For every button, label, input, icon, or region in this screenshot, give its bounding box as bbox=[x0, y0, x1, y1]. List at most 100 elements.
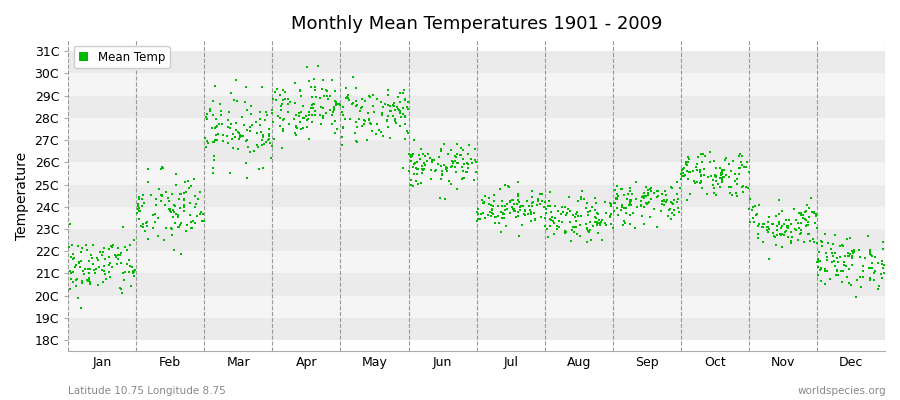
Mean Temp bbox=[116, 270, 130, 276]
Mean Temp bbox=[842, 251, 857, 258]
Mean Temp bbox=[674, 173, 688, 179]
Mean Temp bbox=[877, 270, 891, 276]
Mean Temp bbox=[665, 201, 680, 208]
Mean Temp bbox=[809, 225, 824, 231]
Mean Temp bbox=[862, 251, 877, 258]
Mean Temp bbox=[828, 272, 842, 278]
Mean Temp bbox=[239, 160, 254, 166]
Mean Temp bbox=[708, 172, 723, 178]
Mean Temp bbox=[447, 153, 462, 159]
Mean Temp bbox=[434, 163, 448, 169]
Mean Temp bbox=[742, 169, 756, 175]
Mean Temp bbox=[677, 173, 691, 179]
Mean Temp bbox=[726, 158, 741, 164]
Mean Temp bbox=[474, 196, 489, 203]
Mean Temp bbox=[135, 196, 149, 202]
Mean Temp bbox=[112, 252, 127, 258]
Mean Temp bbox=[788, 227, 803, 233]
Mean Temp bbox=[113, 250, 128, 256]
Mean Temp bbox=[104, 264, 119, 270]
Mean Temp bbox=[94, 249, 108, 255]
Mean Temp bbox=[110, 261, 124, 268]
Mean Temp bbox=[472, 216, 487, 222]
Mean Temp bbox=[865, 265, 879, 272]
Mean Temp bbox=[187, 220, 202, 226]
Mean Temp bbox=[159, 224, 174, 231]
Mean Temp bbox=[245, 122, 259, 128]
Mean Temp bbox=[808, 210, 823, 217]
Mean Temp bbox=[817, 280, 832, 287]
Mean Temp bbox=[693, 168, 707, 175]
Mean Temp bbox=[75, 245, 89, 251]
Mean Temp bbox=[643, 214, 657, 220]
Mean Temp bbox=[127, 237, 141, 243]
Mean Temp bbox=[381, 102, 395, 108]
Mean Temp bbox=[400, 99, 415, 105]
Mean Temp bbox=[230, 128, 245, 135]
Mean Temp bbox=[243, 128, 257, 134]
Mean Temp bbox=[722, 184, 736, 190]
Mean Temp bbox=[783, 238, 797, 244]
Mean Temp bbox=[497, 214, 511, 221]
Mean Temp bbox=[870, 260, 885, 266]
Mean Temp bbox=[818, 268, 832, 274]
Mean Temp bbox=[340, 92, 355, 98]
Mean Temp bbox=[836, 243, 850, 249]
Mean Temp bbox=[367, 109, 382, 116]
Mean Temp bbox=[676, 166, 690, 172]
Mean Temp bbox=[191, 196, 205, 202]
Mean Temp bbox=[798, 209, 813, 215]
Mean Temp bbox=[336, 112, 350, 119]
Mean Temp bbox=[624, 197, 638, 203]
Mean Temp bbox=[189, 201, 203, 207]
Mean Temp bbox=[207, 153, 221, 159]
Mean Temp bbox=[261, 137, 275, 143]
Mean Temp bbox=[177, 178, 192, 185]
Mean Temp bbox=[609, 196, 624, 202]
Mean Temp bbox=[765, 221, 779, 228]
Mean Temp bbox=[593, 222, 608, 229]
Mean Temp bbox=[82, 277, 96, 284]
Mean Temp bbox=[103, 260, 117, 266]
Mean Temp bbox=[82, 270, 96, 276]
Mean Temp bbox=[539, 210, 554, 216]
Mean Temp bbox=[302, 136, 316, 142]
Mean Temp bbox=[364, 121, 378, 128]
Mean Temp bbox=[370, 121, 384, 127]
Mean Temp bbox=[571, 213, 585, 219]
Mean Temp bbox=[393, 114, 408, 120]
Mean Temp bbox=[876, 246, 890, 252]
Mean Temp bbox=[609, 195, 624, 202]
Mean Temp bbox=[459, 169, 473, 175]
Mean Temp bbox=[73, 264, 87, 270]
Mean Temp bbox=[606, 225, 620, 231]
Mean Temp bbox=[706, 177, 720, 184]
Mean Temp bbox=[209, 132, 223, 138]
Mean Temp bbox=[389, 120, 403, 126]
Mean Temp bbox=[616, 218, 631, 224]
Mean Temp bbox=[573, 194, 588, 200]
Mean Temp bbox=[84, 252, 98, 258]
Mean Temp bbox=[341, 95, 356, 102]
Mean Temp bbox=[113, 250, 128, 256]
Mean Temp bbox=[819, 250, 833, 256]
Mean Temp bbox=[813, 267, 827, 274]
Mean Temp bbox=[70, 295, 85, 301]
Mean Temp bbox=[751, 211, 765, 218]
Mean Temp bbox=[211, 136, 225, 143]
Mean Temp bbox=[518, 207, 532, 214]
Mean Temp bbox=[79, 277, 94, 284]
Mean Temp bbox=[862, 276, 877, 282]
Mean Temp bbox=[244, 111, 258, 117]
Mean Temp bbox=[760, 218, 775, 225]
Mean Temp bbox=[511, 199, 526, 205]
Mean Temp bbox=[542, 198, 556, 204]
Mean Temp bbox=[320, 86, 334, 93]
Mean Temp bbox=[243, 124, 257, 130]
Mean Temp bbox=[156, 192, 170, 199]
Mean Temp bbox=[265, 107, 279, 114]
Mean Temp bbox=[352, 116, 366, 122]
Mean Temp bbox=[694, 151, 708, 157]
Mean Temp bbox=[148, 202, 163, 208]
Mean Temp bbox=[756, 238, 770, 245]
